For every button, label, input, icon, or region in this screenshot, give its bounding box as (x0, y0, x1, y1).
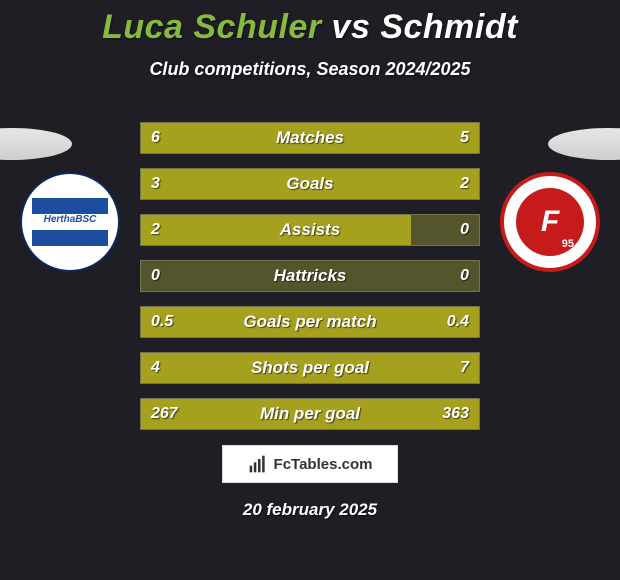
stat-value-right: 0 (450, 215, 479, 245)
comparison-bars: 65Matches32Goals20Assists00Hattricks0.50… (140, 122, 480, 430)
stat-value-left: 0.5 (141, 307, 183, 337)
fortuna-95: 95 (562, 238, 574, 250)
stat-value-right: 5 (450, 123, 479, 153)
stat-value-left: 6 (141, 123, 170, 153)
brand-logo: FcTables.com (222, 445, 398, 483)
hertha-flag-text: HerthaBSC (32, 214, 108, 225)
team-badge-right: F 95 (500, 172, 600, 272)
stat-value-left: 0 (141, 261, 170, 291)
stat-row: 267363Min per goal (140, 398, 480, 430)
stat-value-right: 2 (450, 169, 479, 199)
right-pedestal (548, 128, 620, 160)
chart-icon (248, 454, 268, 474)
hertha-flag: HerthaBSC (32, 198, 108, 246)
stat-row: 32Goals (140, 168, 480, 200)
page-title: Luca Schuler vs Schmidt (0, 0, 620, 47)
stat-value-left: 4 (141, 353, 170, 383)
stat-row: 0 0Hattricks (140, 260, 480, 292)
stat-value-right: 363 (432, 399, 479, 429)
vs-text: vs (332, 8, 371, 46)
stat-value-left: 267 (141, 399, 188, 429)
bar-fill-right (264, 353, 479, 383)
stat-row: 20Assists (140, 214, 480, 246)
bar-fill-left (141, 215, 411, 245)
stat-label: Hattricks (141, 261, 479, 291)
footer-date: 20 february 2025 (0, 500, 620, 520)
stat-value-right: 0 (450, 261, 479, 291)
player2-name: Schmidt (380, 8, 518, 46)
hertha-badge: HerthaBSC (20, 172, 120, 272)
team-badge-left: HerthaBSC (20, 172, 120, 272)
brand-text: FcTables.com (274, 456, 373, 473)
left-pedestal (0, 128, 72, 160)
stat-row: 0.50.4Goals per match (140, 306, 480, 338)
stat-value-left: 2 (141, 215, 170, 245)
fortuna-badge: F 95 (500, 172, 600, 272)
player1-name: Luca Schuler (102, 8, 322, 46)
stat-value-right: 0.4 (437, 307, 479, 337)
stat-value-right: 7 (450, 353, 479, 383)
bar-fill-left (141, 169, 344, 199)
fortuna-f: F (541, 205, 559, 239)
stat-row: 47Shots per goal (140, 352, 480, 384)
stat-value-left: 3 (141, 169, 170, 199)
subtitle: Club competitions, Season 2024/2025 (0, 59, 620, 80)
stat-row: 65Matches (140, 122, 480, 154)
